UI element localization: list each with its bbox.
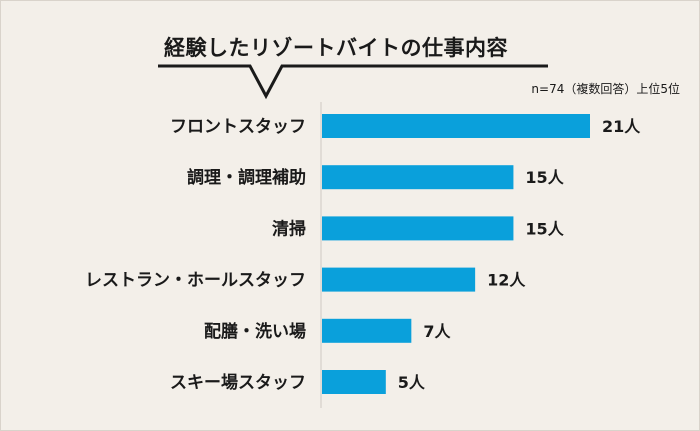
category-label: 清掃 [272,218,306,239]
sample-note: n=74（複数回答）上位5位 [531,82,680,96]
value-label: 15人 [525,219,564,238]
category-label: レストラン・ホールスタッフ [85,271,306,291]
category-label: スキー場スタッフ [170,373,306,393]
value-label: 5人 [398,373,426,392]
title-underline [158,64,548,100]
category-label: フロントスタッフ [170,117,306,137]
bar [322,165,514,190]
value-label: 21人 [602,117,641,136]
bar [322,370,386,394]
value-label: 7人 [423,322,451,341]
category-label: 配膳・洗い場 [204,321,306,342]
bar [322,216,514,241]
category-label: 調理・調理補助 [187,167,306,188]
bar [322,318,412,343]
value-label: 12人 [487,271,526,290]
bar [322,267,476,292]
value-label: 15人 [525,168,564,187]
chart-title: 経験したリゾートバイトの仕事内容 [164,36,508,60]
bar [322,114,590,138]
